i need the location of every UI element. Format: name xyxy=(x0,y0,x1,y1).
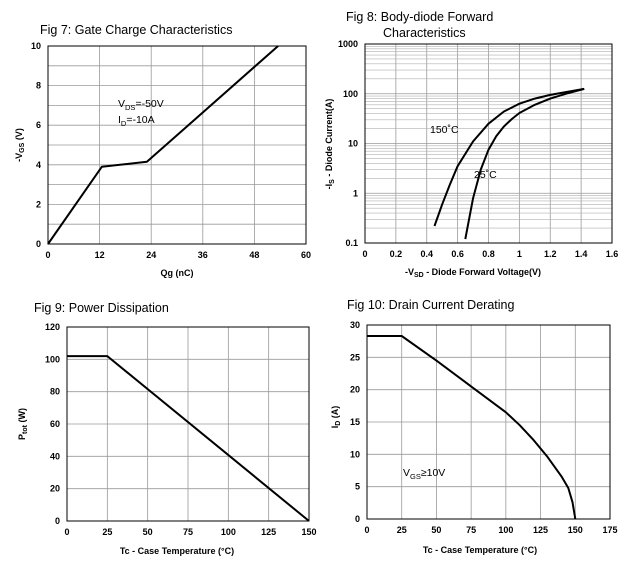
fig7-ytick-4: 8 xyxy=(36,81,41,91)
fig10-annotation-vgs: VGS≥10V xyxy=(403,467,445,481)
fig9-xtick-0: 0 xyxy=(64,527,69,537)
fig8-xtick-7: 1.4 xyxy=(575,249,588,259)
fig9-xtick-5: 125 xyxy=(261,527,276,537)
fig8-ytick-2: 10 xyxy=(348,139,358,149)
fig7-ytick-1: 2 xyxy=(36,199,41,209)
fig7-xtick-2: 24 xyxy=(146,250,156,260)
fig9-xtick-2: 50 xyxy=(143,527,153,537)
fig9-ytick-0: 0 xyxy=(55,516,60,526)
fig7-xtick-3: 36 xyxy=(198,250,208,260)
chart-fig8: Fig 8: Body-diode Forward Characteristic… xyxy=(324,10,618,279)
fig7-ytick-5: 10 xyxy=(31,41,41,51)
fig8-title: Fig 8: Body-diode Forward xyxy=(346,10,493,24)
fig7-plot-frame xyxy=(47,45,307,245)
chart-fig9: Fig 9: Power Dissipation 0 25 50 75 100 125 15… xyxy=(17,301,317,556)
fig10-grid xyxy=(366,324,611,520)
fig8-ytick-0: 0.1 xyxy=(345,238,358,248)
fig8-xtick-0: 0 xyxy=(362,249,367,259)
fig10-ytick-3: 15 xyxy=(350,417,360,427)
fig9-ytick-1: 20 xyxy=(50,484,60,494)
fig7-ytick-3: 6 xyxy=(36,120,41,130)
fig9-ticks: 0 25 50 75 100 125 150 0 20 40 60 80 100 120 xyxy=(45,322,317,537)
fig8-x-axis-label: -VSD - Diode Forward Voltage(V) xyxy=(405,267,541,279)
fig10-xtick-6: 150 xyxy=(568,525,583,535)
fig9-x-axis-label: Tc - Case Temperature (°C) xyxy=(120,546,234,556)
fig8-ytick-3: 100 xyxy=(343,89,358,99)
fig10-ytick-0: 0 xyxy=(355,514,360,524)
fig9-xtick-1: 25 xyxy=(102,527,112,537)
fig10-xtick-1: 25 xyxy=(397,525,407,535)
fig10-series-layer xyxy=(367,335,577,520)
fig7-xtick-5: 60 xyxy=(301,250,311,260)
fig8-grid xyxy=(364,44,613,244)
fig8-annotation-25c: 25˚C xyxy=(474,169,497,181)
fig10-xtick-0: 0 xyxy=(364,525,369,535)
fig9-xtick-3: 75 xyxy=(183,527,193,537)
chart-fig10: Fig 10: Drain Current Derating 0 25 50 75 10… xyxy=(330,298,618,555)
fig9-ytick-2: 40 xyxy=(50,451,60,461)
fig8-ticks: 0 0.2 0.4 0.6 0.8 1 1.2 1.4 1.6 0.1 1 10 100 1000 xyxy=(338,39,618,259)
fig10-xtick-3: 75 xyxy=(466,525,476,535)
fig10-x-axis-label: Tc - Case Temperature (°C) xyxy=(423,545,537,555)
fig9-series-0 xyxy=(67,355,310,522)
fig8-xtick-4: 0.8 xyxy=(482,249,495,259)
fig9-ytick-4: 80 xyxy=(50,387,60,397)
fig7-xtick-1: 12 xyxy=(95,250,105,260)
fig8-y-axis-label: -IS - Diode Current(A) xyxy=(324,99,336,190)
fig9-ytick-5: 100 xyxy=(45,354,60,364)
fig8-series-layer xyxy=(433,87,585,240)
fig8-xtick-8: 1.6 xyxy=(606,249,619,259)
fig8-xtick-3: 0.6 xyxy=(451,249,464,259)
fig10-ytick-6: 30 xyxy=(350,320,360,330)
fig10-xtick-2: 50 xyxy=(431,525,441,535)
fig10-y-axis-label: ID (A) xyxy=(330,406,342,429)
fig10-title: Fig 10: Drain Current Derating xyxy=(347,298,514,312)
fig9-xtick-4: 100 xyxy=(221,527,236,537)
fig7-x-axis-label: Qg (nC) xyxy=(161,268,194,278)
fig9-ytick-3: 60 xyxy=(50,419,60,429)
fig7-ytick-2: 4 xyxy=(36,160,41,170)
fig10-ticks: 0 25 50 75 100 125 150 175 0 5 10 15 20 25 30 xyxy=(350,320,618,535)
fig7-series-0 xyxy=(47,45,279,245)
fig8-annotation-150c: 150˚C xyxy=(430,124,459,136)
fig7-grid xyxy=(47,45,307,245)
fig9-plot-frame xyxy=(66,326,310,522)
fig10-plot-frame xyxy=(366,324,611,520)
fig7-annotation-id: ID=-10A xyxy=(118,114,155,128)
fig8-xtick-2: 0.4 xyxy=(420,249,433,259)
fig8-ytick-1: 1 xyxy=(353,188,358,198)
fig8-xtick-5: 1 xyxy=(517,249,522,259)
fig7-xtick-4: 48 xyxy=(249,250,259,260)
fig8-series-1 xyxy=(464,87,585,240)
fig9-title: Fig 9: Power Dissipation xyxy=(34,301,169,315)
fig8-xtick-1: 0.2 xyxy=(390,249,403,259)
fig9-ytick-6: 120 xyxy=(45,322,60,332)
fig7-xtick-0: 0 xyxy=(45,250,50,260)
fig7-ytick-0: 0 xyxy=(36,239,41,249)
fig10-xtick-4: 100 xyxy=(498,525,513,535)
fig10-ytick-5: 25 xyxy=(350,352,360,362)
fig7-series-layer xyxy=(47,45,279,245)
fig8-plot-frame xyxy=(364,43,613,244)
chart-fig7: Fig 7: Gate Charge Characteristics 0 12 24… xyxy=(14,23,311,278)
fig10-series-0 xyxy=(367,335,577,520)
fig7-title: Fig 7: Gate Charge Characteristics xyxy=(40,23,232,37)
fig8-title-line2: Characteristics xyxy=(383,26,466,40)
fig10-xtick-7: 175 xyxy=(602,525,617,535)
fig7-y-axis-label: -VGS (V) xyxy=(14,128,26,162)
fig9-xtick-6: 150 xyxy=(301,527,316,537)
fig10-xtick-5: 125 xyxy=(533,525,548,535)
fig8-series-0 xyxy=(433,87,585,227)
fig10-ytick-4: 20 xyxy=(350,385,360,395)
fig10-ytick-2: 10 xyxy=(350,449,360,459)
fig8-xtick-6: 1.2 xyxy=(544,249,557,259)
fig7-annotation-vds: VDS=-50V xyxy=(118,98,164,112)
fig10-ytick-1: 5 xyxy=(355,482,360,492)
fig9-series-layer xyxy=(67,355,310,522)
fig9-y-axis-label: Ptot (W) xyxy=(17,408,29,440)
fig8-ytick-4: 1000 xyxy=(338,39,358,49)
